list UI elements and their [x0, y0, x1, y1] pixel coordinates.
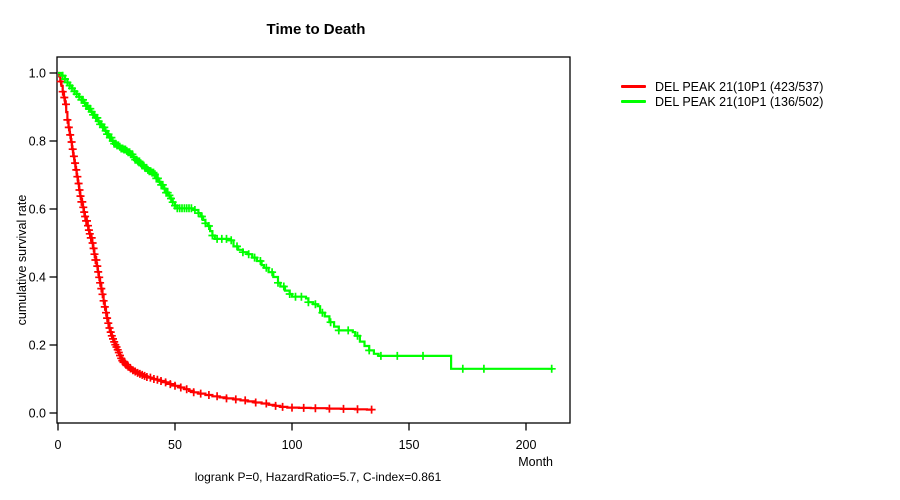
legend-line-green-icon: [621, 100, 646, 103]
legend: DEL PEAK 21(10P1 (423/537) DEL PEAK 21(1…: [621, 79, 823, 109]
x-tick-label: 0: [55, 438, 62, 452]
x-tick-label: 150: [399, 438, 420, 452]
y-tick-label: 0.2: [29, 338, 46, 352]
y-tick-label: 0.0: [29, 406, 46, 420]
legend-item-red: DEL PEAK 21(10P1 (423/537): [621, 79, 823, 94]
y-tick-label: 0.6: [29, 202, 46, 216]
y-tick-label: 0.8: [29, 134, 46, 148]
x-tick-label: 200: [516, 438, 537, 452]
legend-label-red: DEL PEAK 21(10P1 (423/537): [655, 79, 824, 94]
survival-curve-green: [58, 71, 553, 370]
x-axis-label: Month: [518, 455, 553, 469]
legend-item-green: DEL PEAK 21(10P1 (136/502): [621, 94, 823, 109]
censor-marks-green: [58, 71, 556, 373]
y-axis-label: cumulative survival rate: [15, 194, 29, 326]
chart-title: Time to Death: [266, 21, 366, 38]
legend-label-green: DEL PEAK 21(10P1 (136/502): [655, 94, 824, 109]
legend-line-red-icon: [621, 85, 646, 88]
x-tick-label: 50: [168, 438, 182, 452]
y-tick-label: 1.0: [29, 66, 46, 80]
plot-box: [56, 56, 571, 424]
x-tick-label: 100: [282, 438, 303, 452]
y-tick-label: 0.4: [29, 270, 46, 284]
stats-caption: logrank P=0, HazardRatio=5.7, C-index=0.…: [194, 470, 442, 484]
censor-marks-red: [56, 77, 376, 414]
